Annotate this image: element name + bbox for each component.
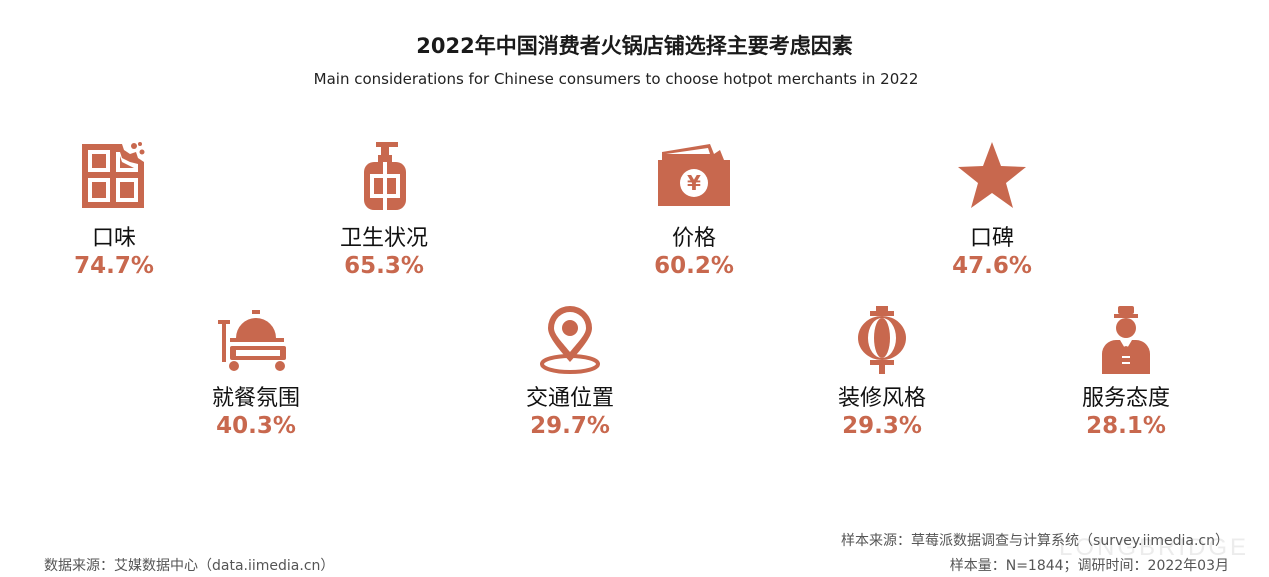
factor-value: 74.7% bbox=[74, 253, 154, 279]
factor-label: 价格 bbox=[671, 226, 716, 251]
factor-label: 卫生状况 bbox=[339, 226, 428, 251]
factor-value: 29.3% bbox=[842, 413, 922, 439]
chart-subtitle: Main considerations for Chinese consumer… bbox=[313, 70, 919, 88]
factor-label: 就餐氛围 bbox=[211, 386, 300, 411]
factor-location: 交通位置 29.7% bbox=[460, 306, 680, 440]
factor-price: ¥ 价格 60.2% bbox=[584, 140, 804, 280]
sample-source: 样本来源：草莓派数据调查与计算系统（survey.iimedia.cn） bbox=[841, 533, 1229, 549]
soap-dispenser-icon bbox=[364, 142, 406, 210]
factor-value: 40.3% bbox=[216, 413, 296, 439]
data-source: 数据来源：艾媒数据中心（data.iimedia.cn） bbox=[44, 558, 335, 574]
chocolate-bar-icon bbox=[82, 142, 145, 208]
chart-title: 2022年中国消费者火锅店铺选择主要考虑因素 bbox=[416, 34, 853, 58]
factor-value: 60.2% bbox=[654, 253, 734, 279]
factor-reputation: 口碑 47.6% bbox=[882, 140, 1102, 280]
factor-label: 交通位置 bbox=[525, 386, 614, 411]
factor-atmosphere: 就餐氛围 40.3% bbox=[146, 306, 366, 440]
watermark-logo: LONGBRIDGE bbox=[1058, 534, 1249, 561]
money-envelope-icon: ¥ bbox=[658, 144, 730, 206]
star-icon bbox=[958, 142, 1026, 208]
factor-value: 65.3% bbox=[344, 253, 424, 279]
factor-label: 装修风格 bbox=[837, 386, 926, 411]
serving-cart-icon bbox=[218, 310, 286, 371]
location-pin-icon bbox=[540, 306, 600, 374]
factor-decoration: 装修风格 29.3% bbox=[772, 306, 992, 440]
factor-value: 47.6% bbox=[952, 253, 1032, 279]
factor-label: 口碑 bbox=[969, 226, 1014, 251]
lantern-icon bbox=[858, 306, 906, 374]
factor-value: 29.7% bbox=[530, 413, 610, 439]
factor-label: 口味 bbox=[91, 226, 136, 251]
svg-text:¥: ¥ bbox=[687, 171, 701, 195]
factor-taste: 口味 74.7% bbox=[4, 140, 224, 280]
factor-label: 服务态度 bbox=[1081, 386, 1170, 411]
sample-size: 样本量：N=1844；调研时间：2022年03月 bbox=[949, 558, 1229, 574]
factor-hygiene: 卫生状况 65.3% bbox=[274, 140, 494, 280]
factor-service: 服务态度 28.1% bbox=[1016, 306, 1236, 440]
factor-value: 28.1% bbox=[1086, 413, 1166, 439]
waiter-icon bbox=[1102, 306, 1150, 374]
